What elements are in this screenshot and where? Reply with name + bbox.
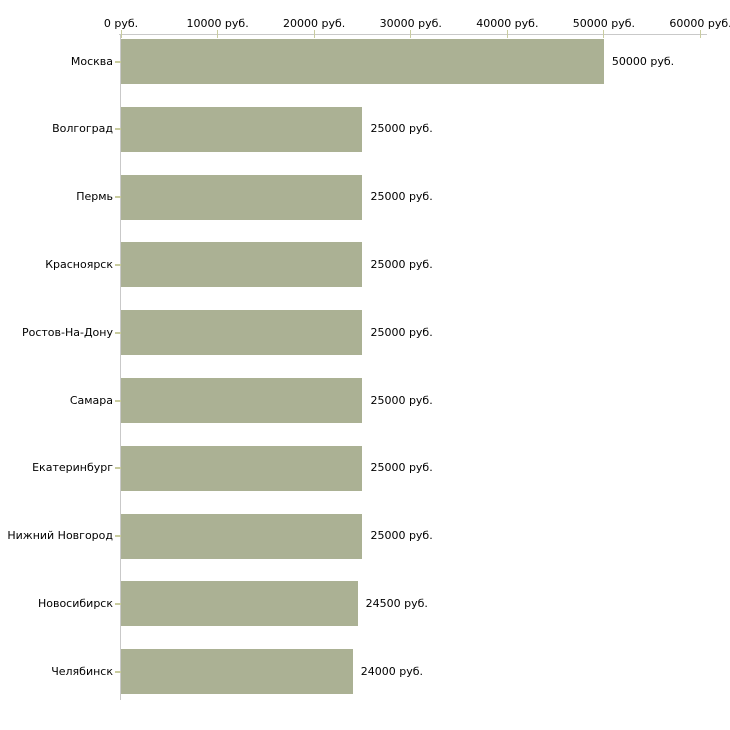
category-label: Пермь (76, 190, 113, 204)
category-tick (115, 467, 121, 470)
bar (121, 378, 363, 423)
category-tick (115, 399, 121, 402)
bar (121, 310, 363, 356)
x-axis-tick-label: 60000 руб. (669, 17, 730, 30)
category-label: Нижний Новгород (7, 529, 113, 543)
category-tick (115, 602, 121, 605)
x-axis-tick (700, 30, 701, 38)
value-label: 25000 руб. (370, 122, 433, 136)
x-axis-line (119, 34, 707, 35)
bar (121, 581, 358, 627)
category-label: Новосибирск (37, 596, 113, 610)
category-tick (115, 331, 121, 334)
x-axis-tick (217, 30, 219, 38)
x-axis-tick-label: 50000 руб. (572, 17, 636, 30)
value-label: 25000 руб. (370, 529, 433, 543)
category-tick (115, 263, 121, 266)
value-label: 25000 руб. (370, 461, 433, 475)
value-label: 25000 руб. (370, 257, 433, 271)
category-label: Ростов-На-Дону (21, 325, 113, 339)
category-label: Москва (70, 54, 113, 68)
bar (121, 649, 353, 695)
x-axis-tick-label: 40000 руб. (476, 17, 539, 30)
x-axis-tick-label: 10000 руб. (186, 17, 249, 30)
x-axis-tick (120, 30, 122, 38)
category-tick (115, 670, 121, 673)
bar (121, 242, 363, 288)
category-tick (115, 196, 121, 199)
category-tick (115, 128, 121, 131)
y-axis-line (120, 34, 121, 700)
value-label: 25000 руб. (370, 190, 433, 204)
value-label: 25000 руб. (370, 393, 433, 407)
x-axis-tick (603, 30, 605, 38)
value-label: 25000 руб. (370, 325, 433, 339)
category-label: Челябинск (51, 664, 113, 678)
category-tick (115, 535, 121, 538)
bar (121, 445, 363, 491)
value-label: 24500 руб. (365, 596, 428, 610)
category-label: Самара (69, 393, 113, 407)
value-label: 50000 руб. (611, 54, 675, 68)
bar (121, 513, 363, 559)
value-label: 24000 руб. (360, 664, 424, 678)
bar (121, 106, 363, 152)
x-axis-tick-label: 30000 руб. (379, 17, 442, 30)
x-axis-tick (410, 30, 412, 38)
category-tick (115, 60, 121, 63)
x-axis-tick (506, 30, 508, 38)
bar (121, 39, 604, 84)
category-label: Екатеринбург (32, 461, 113, 475)
x-axis-tick-label: 20000 руб. (283, 17, 346, 30)
x-axis-tick (313, 30, 315, 38)
category-label: Волгоград (52, 122, 113, 136)
x-axis-tick-label: 0 руб. (103, 17, 139, 30)
bar (121, 174, 363, 220)
category-label: Красноярск (45, 257, 113, 271)
